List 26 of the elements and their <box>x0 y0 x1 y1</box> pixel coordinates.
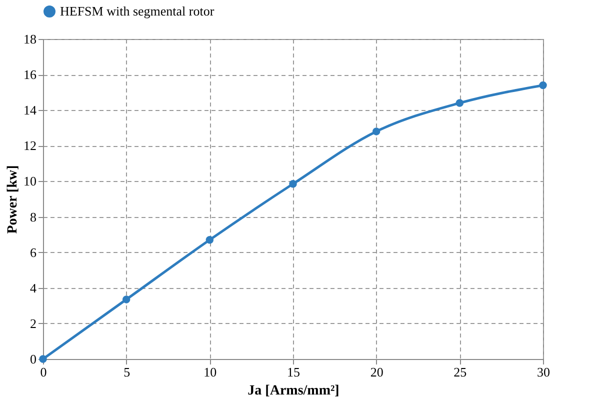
x-tick-label: 0 <box>40 364 47 380</box>
y-tick-label: 12 <box>24 138 36 154</box>
x-axis-title: Ja [Arms/mm²] <box>248 384 340 398</box>
x-tick-label: 25 <box>454 364 467 380</box>
y-tick-label: 0 <box>30 352 36 366</box>
point <box>289 180 297 188</box>
y-tick-label: 2 <box>30 316 36 331</box>
y-tick-label: 6 <box>30 244 37 260</box>
x-tick-label: 10 <box>204 364 217 380</box>
x-tick-label: 30 <box>537 364 550 380</box>
point <box>122 296 130 304</box>
y-tick-label: 8 <box>30 209 36 224</box>
y-tick-label: 18 <box>24 32 36 46</box>
y-tick-label: 4 <box>30 280 37 296</box>
x-tick-label: 20 <box>370 364 384 380</box>
y-axis-title: Power [kw] <box>6 165 20 234</box>
point <box>456 99 464 107</box>
y-tick-label: 10 <box>24 174 36 189</box>
point <box>539 81 547 90</box>
y-tick-label: 14 <box>24 102 37 118</box>
x-tick-label: 5 <box>124 364 130 380</box>
point <box>206 236 214 244</box>
y-tick-label: 16 <box>24 67 37 82</box>
legend-label: HEFSM with segmental rotor <box>60 4 215 18</box>
point <box>372 128 380 136</box>
x-tick-label: 15 <box>287 364 300 380</box>
